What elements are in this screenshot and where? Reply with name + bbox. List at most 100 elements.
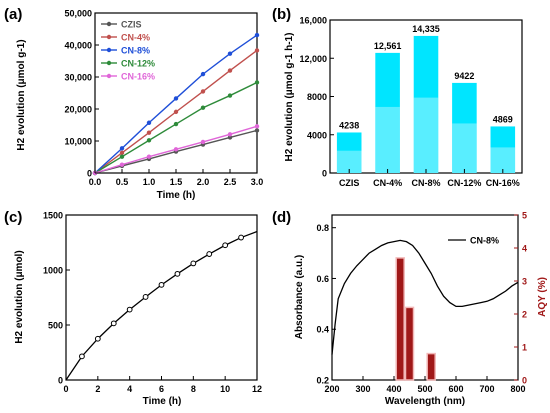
panel-label-b: (b) (272, 6, 291, 23)
x-tick-label: 0.5 (116, 177, 129, 187)
legend-a: CZIS CN-4% CN-8% CN-12% CN-16% (101, 20, 155, 82)
legend-marker (106, 47, 112, 53)
y-tick-label: 0.6 (316, 274, 329, 284)
bar-CN-12% (452, 82, 477, 173)
legend-label: CN-8% (470, 236, 499, 246)
legend-label: CN-8% (121, 46, 150, 56)
data-point-CN-12% (173, 121, 179, 127)
data-point-CN-8% (146, 120, 152, 125)
data-point-CN-8% (254, 32, 260, 38)
aqy-bar (404, 306, 415, 381)
y-tick-label: 0.8 (316, 223, 329, 233)
y-axis-label-b: H2 evolution (μmol g-1 h-1) (284, 33, 295, 162)
data-point-CN-4% (227, 68, 233, 73)
y-tick-label: 3 (522, 277, 527, 287)
y-tick-label: 8000 (307, 92, 327, 102)
x-tick-label: 0 (63, 384, 68, 394)
y-tick-label: 1 (522, 343, 527, 353)
data-point-CN-4% (200, 89, 206, 94)
y-tick-label: 40,000 (64, 41, 92, 51)
aqy-bar (426, 352, 436, 381)
panel-c: 0 500 1000 1500 0 2 4 6 8 10 12 Time (h) H2 evolu… (14, 211, 262, 408)
x-tick-label: 0.0 (89, 177, 102, 187)
y-axis-label-d: Absorbance (a.u.) (294, 255, 305, 339)
x-axis-label-a: Time (h) (157, 190, 196, 201)
panel-label-d: (d) (272, 209, 291, 226)
data-point-CN-12% (227, 93, 233, 98)
x-tick-label: 500 (417, 384, 432, 394)
x-tick-label: CN-12% (447, 178, 481, 188)
data-point-CN-12% (119, 154, 125, 159)
data-point (142, 294, 149, 300)
data-point-CN-8% (119, 146, 125, 151)
x-tick-label: CN-16% (486, 178, 520, 188)
bar-CN-4% (375, 52, 400, 173)
legend-label: CN-16% (121, 72, 155, 82)
y-tick-label: 0 (322, 169, 327, 179)
data-point-CN-16% (146, 154, 152, 159)
evolution-curve (65, 230, 258, 381)
x-tick-label: 12 (252, 384, 262, 394)
data-point (126, 306, 133, 313)
x-tick-label: CZIS (339, 178, 360, 188)
panel-label-c: (c) (4, 209, 22, 226)
x-tick-label: 3.0 (251, 177, 264, 187)
data-point (158, 281, 165, 288)
bar-value-label: 9422 (454, 71, 474, 81)
data-point (94, 335, 101, 342)
bar-shade-CN-8% (413, 97, 439, 173)
x-axis-label-c: Time (h) (143, 396, 182, 407)
x-tick-label: 6 (159, 384, 164, 394)
legend-marker (106, 73, 112, 79)
bar-value-label: 4869 (493, 114, 513, 124)
y-tick-label: 500 (48, 321, 63, 331)
panel-label-a: (a) (4, 6, 22, 23)
y-tick-label: 0 (87, 169, 92, 179)
panel-a: CZIS CN-4% CN-8% CN-12% CN-16% 0 10,000 20,000… (16, 9, 263, 202)
data-point-CN-4% (146, 130, 152, 135)
legend-marker (106, 34, 112, 40)
data-point-CN-16% (119, 162, 125, 167)
data-point-CN-8% (200, 71, 206, 77)
x-tick-label: 700 (479, 384, 494, 394)
y-tick-label: 30,000 (64, 73, 92, 83)
x-tick-label: CN-8% (411, 178, 440, 188)
data-point (79, 353, 85, 360)
bar-CN-16% (490, 126, 516, 173)
data-point-CN-8% (227, 51, 233, 56)
series-line-CN-12% (94, 81, 258, 174)
panel-b: 4238 12,561 14,335 9422 4869 0 4000 8000 12,000… (284, 16, 523, 188)
bar-CN-8% (413, 35, 439, 173)
y-axis-label-c: H2 evolution (μmol) (14, 250, 25, 343)
data-point-CN-8% (173, 96, 179, 101)
data-point-CN-4% (173, 109, 179, 115)
x-tick-label: 2.5 (224, 177, 237, 187)
x-tick-label: 4 (127, 384, 132, 394)
y-tick-label: 4 (522, 244, 527, 254)
data-point-CN-12% (200, 105, 206, 110)
x-tick-label: 2.0 (197, 177, 210, 187)
legend-label: CN-12% (121, 59, 155, 69)
bar-CZIS (336, 132, 362, 173)
y-axis-label-right-d: AQY (%) (537, 277, 548, 317)
x-tick-label: 8 (191, 384, 196, 394)
bar-shade-CN-16% (490, 147, 516, 173)
bar-value-label: 14,335 (412, 24, 440, 34)
data-point-CN-16% (254, 124, 260, 129)
y-tick-label: 5 (522, 211, 527, 221)
y-tick-label: 0.4 (316, 325, 329, 335)
data-point-CN-12% (254, 80, 260, 85)
panel-d: CN-8% 0.2 0.4 0.6 0.8 0 1 2 3 4 5 200 300 400 500 60… (294, 211, 548, 408)
data-point-CZIS (254, 128, 260, 133)
data-point (174, 270, 181, 277)
aqy-bar (395, 257, 405, 381)
legend-marker (106, 21, 112, 27)
data-point-CZIS (227, 135, 233, 140)
legend-label: CN-4% (121, 33, 150, 43)
y-tick-label: 12,000 (299, 54, 327, 64)
x-tick-label: CN-4% (373, 178, 402, 188)
x-tick-label: 200 (324, 384, 339, 394)
x-tick-label: 10 (220, 384, 230, 394)
x-tick-label: 2 (95, 384, 100, 394)
